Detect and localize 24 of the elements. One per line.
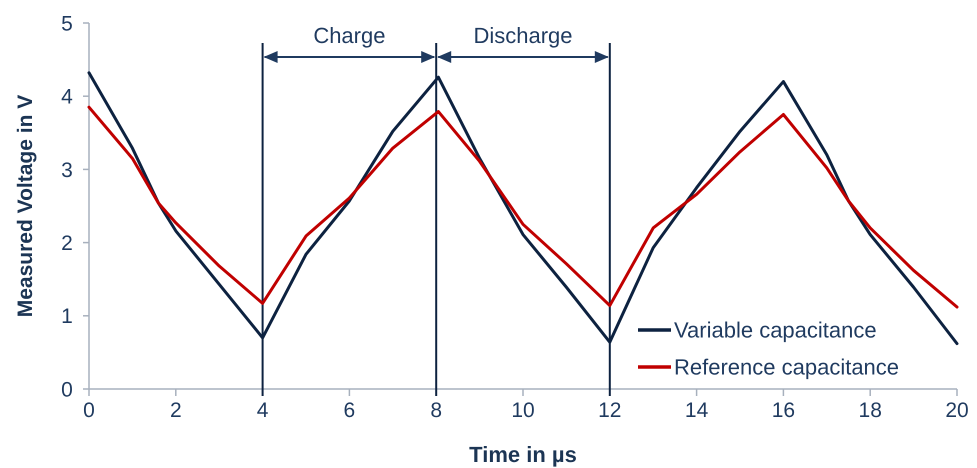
x-tick-label: 8	[430, 399, 442, 422]
legend-label: Variable capacitance	[674, 318, 877, 343]
y-axis-title: Measured Voltage in V	[14, 94, 37, 318]
annotation: Discharge	[473, 23, 573, 48]
y-tick-label: 0	[61, 378, 73, 402]
y-tick-label: 5	[61, 12, 73, 36]
x-tick-label: 0	[83, 399, 95, 422]
x-tick-label: 6	[344, 399, 356, 422]
x-tick-label: 14	[684, 399, 709, 422]
x-tick-label: 2	[170, 399, 182, 422]
x-tick-label: 12	[598, 399, 622, 422]
y-tick-label: 1	[61, 305, 73, 328]
line-series	[88, 106, 958, 309]
x-axis-title: Time in µs	[469, 442, 577, 467]
legend-label: Reference capacitance	[674, 354, 900, 380]
x-tick-label: 18	[858, 399, 882, 422]
y-tick-label: 2	[61, 232, 73, 255]
x-tick-label: 4	[256, 399, 269, 422]
annotation: Charge	[313, 23, 386, 48]
y-tick-label: 3	[61, 158, 73, 182]
x-tick-label: 16	[772, 399, 796, 422]
y-tick-label: 4	[61, 86, 74, 109]
x-tick-label: 10	[511, 399, 535, 422]
x-tick-label: 20	[945, 399, 969, 422]
